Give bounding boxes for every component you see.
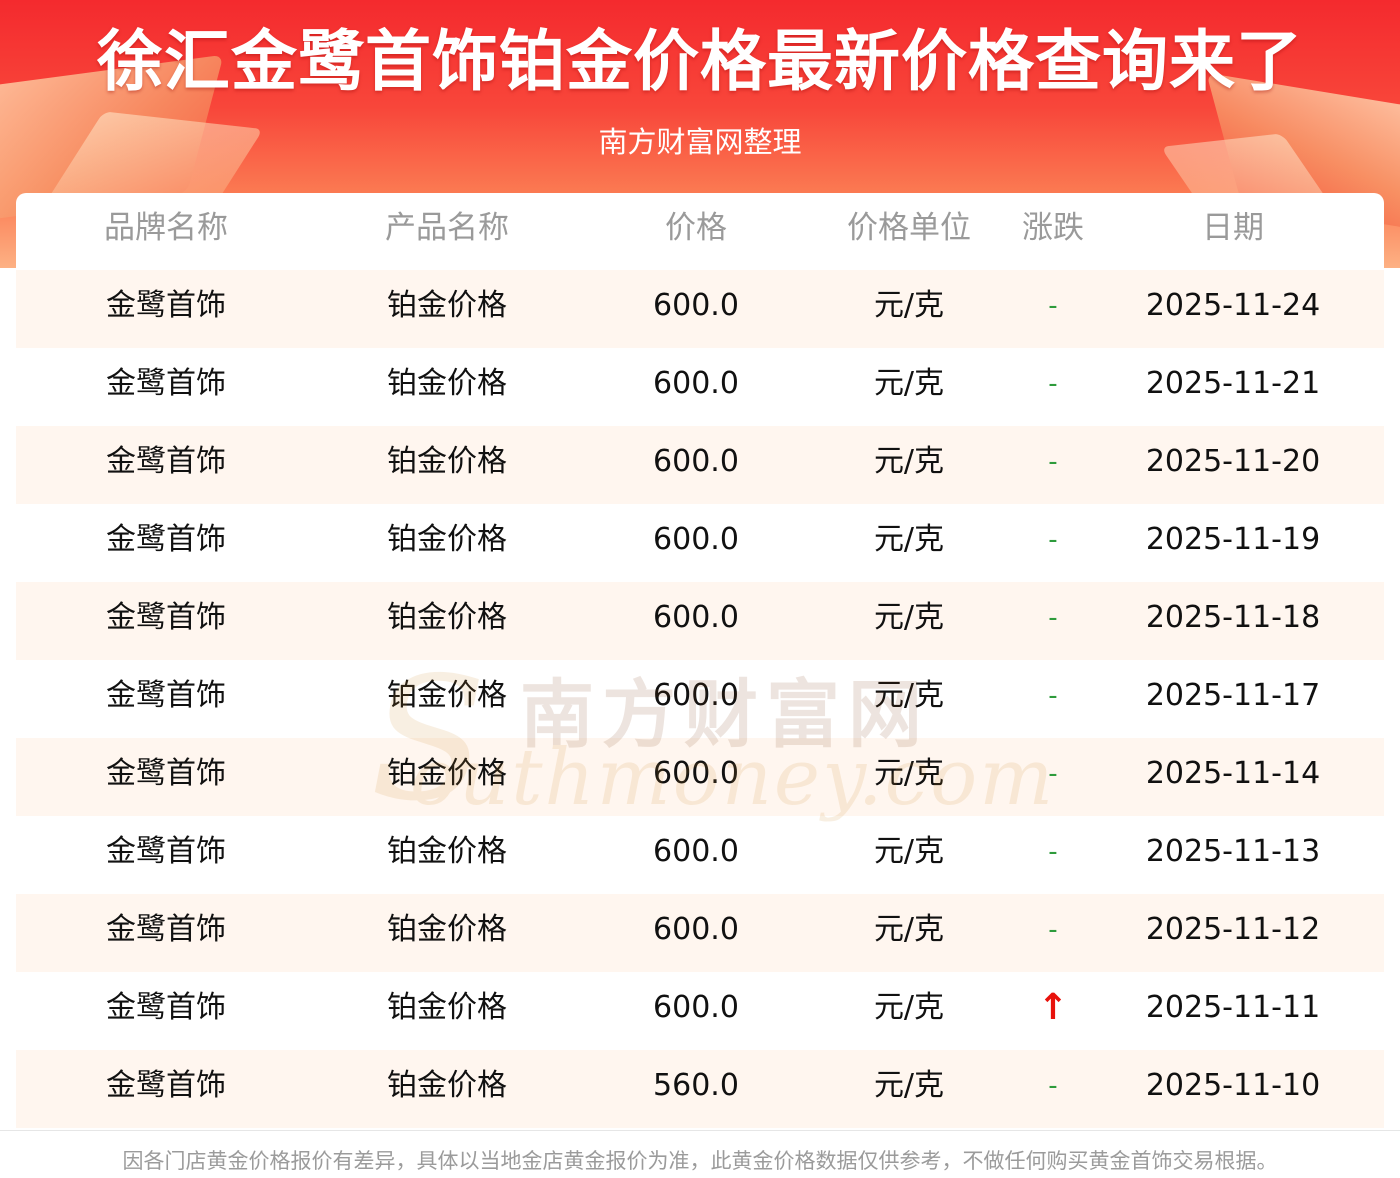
- cell-brand: 金鹭首饰: [106, 678, 226, 713]
- trend-flat-indicator: -: [1048, 759, 1058, 789]
- cell-unit: 元/克: [873, 288, 945, 323]
- table-row: 金鹭首饰 铂金价格 600.0 元/克 - 2025-11-14: [16, 738, 1384, 816]
- cell-brand: 金鹭首饰: [106, 912, 226, 947]
- table-row: 金鹭首饰 铂金价格 600.0 元/克 - 2025-11-18: [16, 582, 1384, 660]
- table-row: 金鹭首饰 铂金价格 600.0 元/克 ↑ 2025-11-11: [16, 972, 1384, 1050]
- cell-product: 铂金价格: [387, 912, 507, 947]
- cell-date: 2025-11-11: [1145, 990, 1321, 1025]
- table-row: 金鹭首饰 铂金价格 600.0 元/克 - 2025-11-19: [16, 504, 1384, 582]
- cell-price: 600.0: [653, 366, 739, 401]
- cell-unit: 元/克: [873, 990, 945, 1025]
- trend-flat-indicator: -: [1048, 1071, 1058, 1101]
- trend-flat-indicator: -: [1048, 447, 1058, 477]
- trend-flat-indicator: -: [1048, 291, 1058, 321]
- cell-product: 铂金价格: [387, 990, 507, 1025]
- cell-price: 600.0: [653, 756, 739, 791]
- table-row: 金鹭首饰 铂金价格 560.0 元/克 - 2025-11-10: [16, 1050, 1384, 1128]
- cell-date: 2025-11-14: [1145, 756, 1321, 791]
- footer-disclaimer: 因各门店黄金价格报价有差异，具体以当地金店黄金报价为准，此黄金价格数据仅供参考，…: [122, 1149, 1278, 1173]
- cell-price: 600.0: [653, 600, 739, 635]
- cell-product: 铂金价格: [387, 444, 507, 479]
- cell-price: 600.0: [653, 834, 739, 869]
- table-row: 金鹭首饰 铂金价格 600.0 元/克 - 2025-11-17: [16, 660, 1384, 738]
- cell-unit: 元/克: [873, 444, 945, 479]
- cell-price: 600.0: [653, 444, 739, 479]
- cell-brand: 金鹭首饰: [106, 756, 226, 791]
- cell-price: 600.0: [653, 990, 739, 1025]
- trend-flat-indicator: -: [1048, 525, 1058, 555]
- cell-brand: 金鹭首饰: [106, 834, 226, 869]
- cell-unit: 元/克: [873, 678, 945, 713]
- cell-unit: 元/克: [873, 366, 945, 401]
- cell-unit: 元/克: [873, 912, 945, 947]
- table-row: 金鹭首饰 铂金价格 600.0 元/克 - 2025-11-12: [16, 894, 1384, 972]
- cell-brand: 金鹭首饰: [106, 366, 226, 401]
- table-row: 金鹭首饰 铂金价格 600.0 元/克 - 2025-11-24: [16, 270, 1384, 348]
- column-header-brand: 品牌名称: [104, 210, 228, 246]
- cell-unit: 元/克: [873, 756, 945, 791]
- page-title: 徐汇金鹭首饰铂金价格最新价格查询来了: [97, 23, 1303, 100]
- page-subtitle: 南方财富网整理: [598, 125, 802, 159]
- cell-unit: 元/克: [873, 522, 945, 557]
- cell-date: 2025-11-17: [1145, 678, 1321, 713]
- cell-unit: 元/克: [873, 1068, 945, 1103]
- cell-brand: 金鹭首饰: [106, 522, 226, 557]
- cell-product: 铂金价格: [387, 1068, 507, 1103]
- cell-brand: 金鹭首饰: [106, 288, 226, 323]
- column-header-price: 价格: [665, 210, 727, 246]
- cell-product: 铂金价格: [387, 834, 507, 869]
- cell-brand: 金鹭首饰: [106, 990, 226, 1025]
- cell-product: 铂金价格: [387, 288, 507, 323]
- column-header-date: 日期: [1202, 210, 1264, 246]
- cell-date: 2025-11-19: [1145, 522, 1321, 557]
- table-row: 金鹭首饰 铂金价格 600.0 元/克 - 2025-11-20: [16, 426, 1384, 504]
- cell-price: 600.0: [653, 678, 739, 713]
- trend-flat-indicator: -: [1048, 603, 1058, 633]
- cell-date: 2025-11-10: [1145, 1068, 1321, 1103]
- footer-divider: [0, 1130, 1400, 1131]
- table-row: 金鹭首饰 铂金价格 600.0 元/克 - 2025-11-21: [16, 348, 1384, 426]
- price-table: 品牌名称 产品名称 价格 价格单位 涨跌 日期 金鹭首饰 铂金价格 600.0 元/克…: [16, 193, 1384, 1130]
- cell-brand: 金鹭首饰: [106, 444, 226, 479]
- trend-flat-indicator: -: [1048, 915, 1058, 945]
- cell-brand: 金鹭首饰: [106, 600, 226, 635]
- cell-product: 铂金价格: [387, 522, 507, 557]
- trend-flat-indicator: -: [1048, 681, 1058, 711]
- cell-price: 600.0: [653, 912, 739, 947]
- column-header-change: 涨跌: [1022, 210, 1084, 246]
- cell-product: 铂金价格: [387, 756, 507, 791]
- cell-date: 2025-11-20: [1145, 444, 1321, 479]
- cell-product: 铂金价格: [387, 678, 507, 713]
- column-header-unit: 价格单位: [847, 210, 971, 246]
- cell-price: 560.0: [653, 1068, 739, 1103]
- cell-date: 2025-11-13: [1145, 834, 1321, 869]
- trend-up-arrow-icon: ↑: [1037, 987, 1069, 1028]
- cell-unit: 元/克: [873, 834, 945, 869]
- cell-product: 铂金价格: [387, 366, 507, 401]
- cell-price: 600.0: [653, 288, 739, 323]
- cell-date: 2025-11-21: [1145, 366, 1321, 401]
- table-header: 品牌名称 产品名称 价格 价格单位 涨跌 日期: [16, 193, 1384, 270]
- cell-date: 2025-11-18: [1145, 600, 1321, 635]
- table-row: 金鹭首饰 铂金价格 600.0 元/克 - 2025-11-13: [16, 816, 1384, 894]
- column-header-product: 产品名称: [385, 210, 509, 246]
- cell-unit: 元/克: [873, 600, 945, 635]
- cell-product: 铂金价格: [387, 600, 507, 635]
- cell-price: 600.0: [653, 522, 739, 557]
- trend-flat-indicator: -: [1048, 369, 1058, 399]
- cell-date: 2025-11-12: [1145, 912, 1321, 947]
- cell-date: 2025-11-24: [1145, 288, 1321, 323]
- cell-brand: 金鹭首饰: [106, 1068, 226, 1103]
- trend-flat-indicator: -: [1048, 837, 1058, 867]
